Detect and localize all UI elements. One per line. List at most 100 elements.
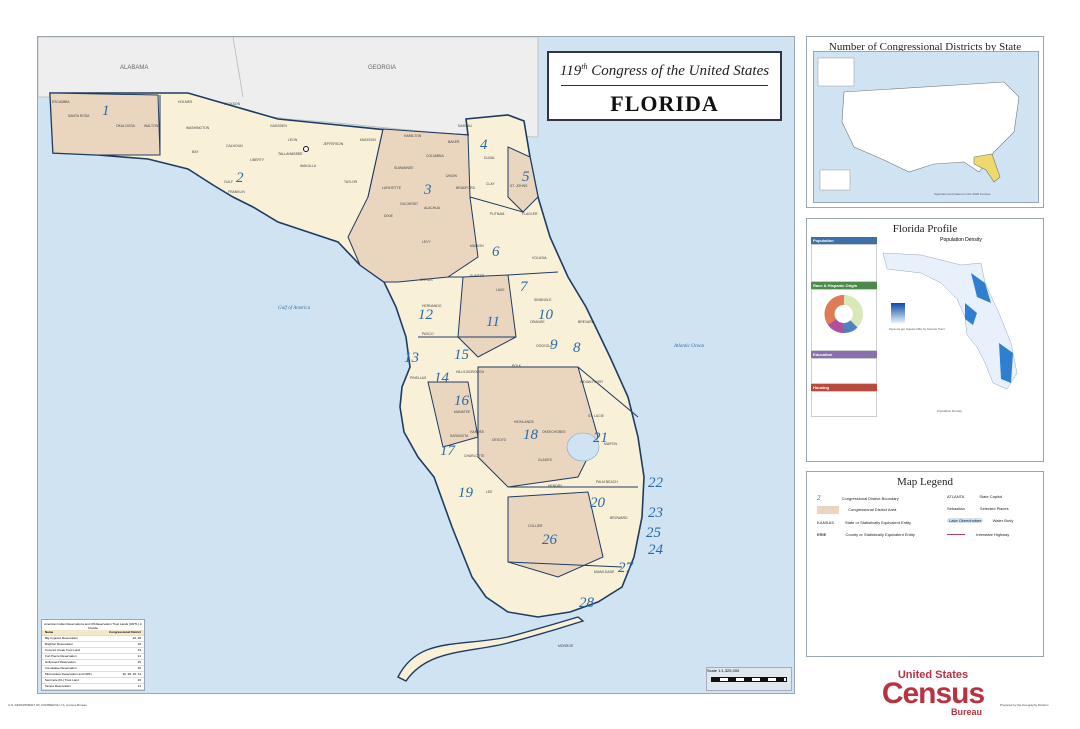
- census-logo: United States Census Bureau: [878, 669, 988, 725]
- county-label: CHARLOTTE: [464, 454, 485, 458]
- county-label: LIBERTY: [250, 158, 265, 162]
- district-number: 2: [236, 170, 244, 186]
- county-label: CALHOUN: [226, 144, 243, 148]
- district-number: 8: [573, 340, 581, 356]
- county-label: LEON: [288, 138, 298, 142]
- county-label: MANATEE: [454, 410, 471, 414]
- legend-item-county: ERIE County or Statistically Equivalent …: [817, 532, 915, 537]
- district-number: 17: [440, 443, 457, 459]
- county-label: NASSAU: [458, 124, 472, 128]
- county-label: GLADES: [538, 458, 552, 462]
- county-label: VOLUSIA: [532, 256, 547, 260]
- florida-profile-inset: Florida Profile Population Race & Hispan…: [806, 218, 1044, 462]
- district-boundaries: [159, 95, 639, 568]
- us-inset-title: Number of Congressional Districts by Sta…: [828, 41, 1022, 53]
- county-label: OSCEOLA: [536, 344, 553, 348]
- alaska-inset: [817, 57, 855, 87]
- legend-item-capitol: ATLANTA State Capitol: [947, 494, 1003, 499]
- district-number: 6: [492, 244, 500, 260]
- county-label: BAY: [192, 150, 199, 154]
- footer-right: Prepared by the Geography Division: [1000, 703, 1049, 707]
- county-label: GULF: [224, 180, 233, 184]
- profile-stats: Population Race & Hispanic Origin Educat…: [811, 237, 877, 463]
- district-number: 23: [648, 505, 663, 521]
- aian-table-title: American Indian Reservations and Off-Res…: [43, 622, 143, 630]
- district-number: 20: [590, 495, 606, 511]
- legend-item-interstate: Interstate Highway: [947, 532, 1009, 537]
- population-head: Population: [811, 237, 877, 244]
- district-area-18: [477, 366, 599, 488]
- scale-bar: [711, 677, 787, 682]
- county-label: HENDRY: [548, 484, 563, 488]
- legend-item-state: KANSAS State or Statistically Equivalent…: [817, 520, 912, 525]
- district-number: 12: [418, 307, 434, 323]
- table-row: Fort Pierce Reservation 21: [42, 654, 144, 660]
- district-number: 14: [434, 370, 450, 386]
- legend-title: Map Legend: [897, 476, 953, 488]
- us-districts-inset: Number of Congressional Districts by Sta…: [806, 36, 1044, 208]
- county-label: HAMILTON: [404, 134, 422, 138]
- legend-item-district-area: Congressional District Area: [817, 506, 896, 514]
- legend-item-district-boundary: 2 Congressional District Boundary: [817, 494, 899, 502]
- county-label: CLAY: [486, 182, 495, 186]
- county-label: HILLS-BOROUGH: [456, 370, 485, 374]
- county-label: WASHINGTON: [186, 126, 210, 130]
- county-label: SUMTER: [470, 274, 485, 278]
- district-numbers: 1 2 3 4 5 6 7 8 9 10 11 12 13 14 15 16 1…: [102, 103, 664, 611]
- county-label: OKEECHOBEE: [542, 430, 566, 434]
- district-number: 9: [550, 337, 558, 353]
- legend-item-water: Lake Okeechobee Water Body: [947, 518, 1014, 523]
- us-land: [841, 81, 1020, 173]
- district-number: 21: [593, 430, 608, 446]
- county-label: GADSDEN: [270, 124, 287, 128]
- census-logo-mid: Census: [881, 677, 985, 710]
- district-area-26: [507, 491, 604, 578]
- county-label: COLLIER: [528, 524, 543, 528]
- district-number: 16: [454, 393, 470, 409]
- county-label: FLAGLER: [522, 212, 538, 216]
- capital-marker: [303, 146, 309, 152]
- lake-okeechobee: [566, 432, 600, 462]
- county-label: PUTNAM: [490, 212, 504, 216]
- race-donut: [824, 295, 863, 333]
- census-logo-top: United States: [897, 669, 969, 681]
- capital-label: TALLAHASSEE: [278, 152, 303, 156]
- county-label: OKALOOSA: [116, 124, 136, 128]
- district-number: 1: [102, 103, 110, 119]
- county-label: LAFAYETTE: [382, 186, 402, 190]
- housing-table: [811, 391, 877, 417]
- district-number: 4: [480, 137, 488, 153]
- county-label: ALACHUA: [424, 206, 441, 210]
- race-chart: [811, 289, 877, 351]
- map-title-box: 119th Congress of the United States FLOR…: [547, 51, 782, 121]
- us-inset-map: Apportionment based on the 2020 Census: [813, 51, 1039, 203]
- county-label: WALTON: [144, 124, 159, 128]
- education-table: [811, 358, 877, 384]
- county-label: WAKULLA: [300, 164, 317, 168]
- census-logo-bot: Bureau: [950, 707, 982, 717]
- county-label: JEFFERSON: [323, 142, 344, 146]
- scale-label: Scale: [707, 668, 718, 673]
- county-label: BRADFORD: [456, 186, 476, 190]
- alabama-georgia-boundary: [232, 37, 244, 98]
- county-label: SEMINOLE: [534, 298, 552, 302]
- table-row: Coconut Creek Trust Land 23: [42, 648, 144, 654]
- population-table: [811, 244, 877, 282]
- county-label: BREVARD: [578, 320, 595, 324]
- county-label: SARASOTA: [450, 434, 469, 438]
- county-label: UNION: [446, 174, 457, 178]
- district-number: 25: [646, 525, 662, 541]
- us-map-svg: [817, 57, 1020, 191]
- table-row: Seminole (FL) Trust Land 26: [42, 678, 144, 684]
- county-label: LEE: [486, 490, 493, 494]
- district-area-5: [507, 146, 539, 213]
- density-svg: [882, 252, 1018, 390]
- county-label: HOLMES: [178, 100, 193, 104]
- footer-left: U.S. DEPARTMENT OF COMMERCE U.S. Census …: [8, 703, 87, 707]
- district-number: 22: [648, 475, 664, 491]
- district-area-3: [347, 128, 479, 283]
- county-label: COLUMBIA: [426, 154, 444, 158]
- county-label: MONROE: [558, 644, 574, 648]
- county-label: MARTIN: [604, 442, 617, 446]
